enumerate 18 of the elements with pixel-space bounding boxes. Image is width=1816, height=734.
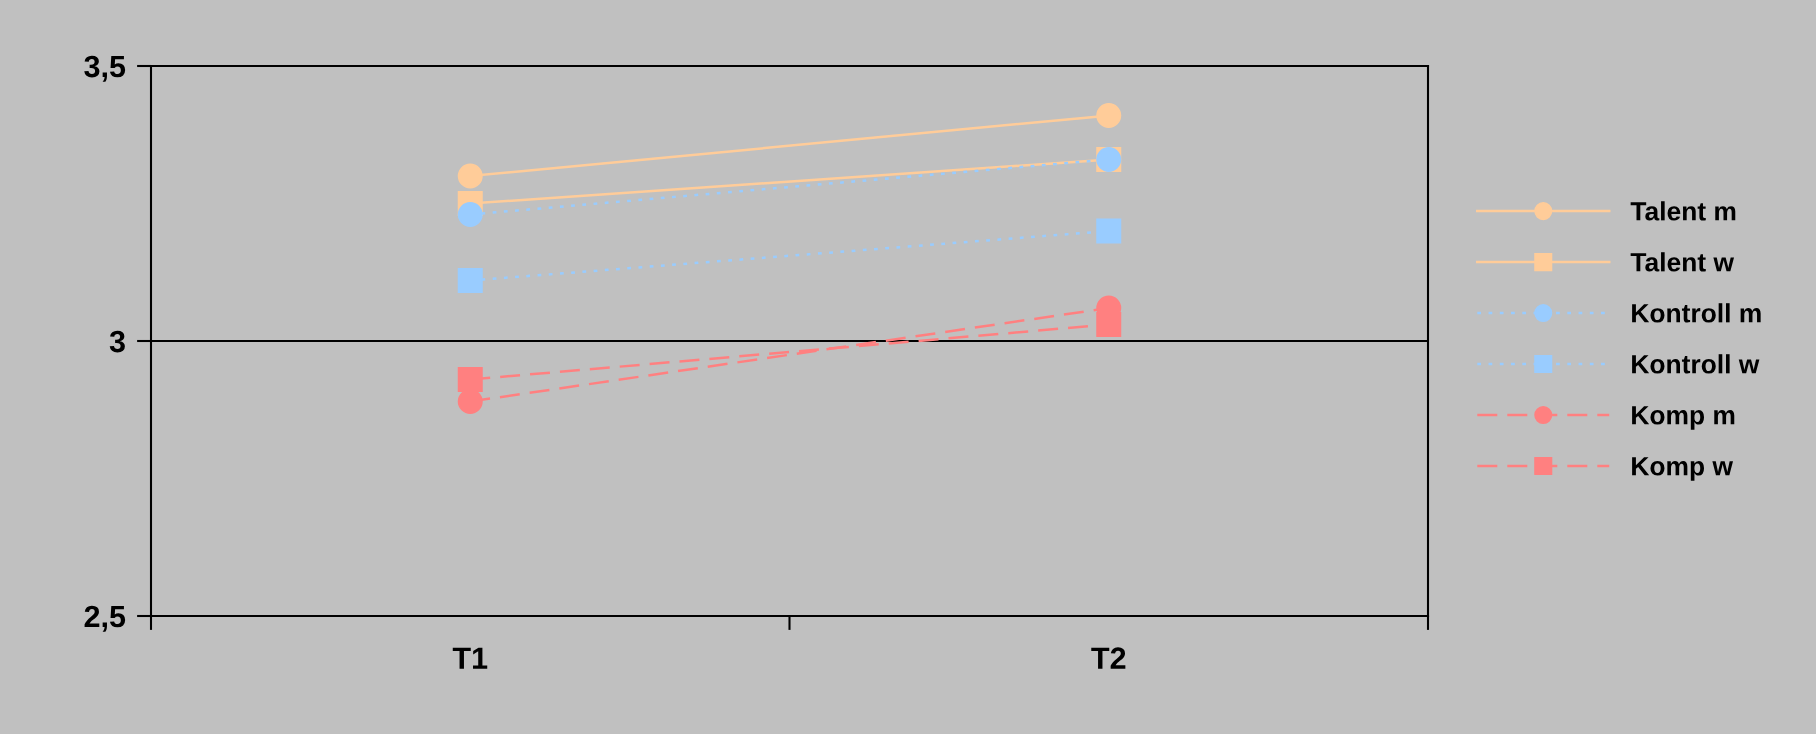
point bbox=[1096, 102, 1122, 129]
x-tick-label: T2 bbox=[1091, 647, 1126, 669]
legend-label: Kontroll w bbox=[1632, 354, 1760, 374]
x-tick-label: T1 bbox=[452, 647, 488, 669]
y-tick-label: 3,5 bbox=[84, 55, 126, 82]
legend-label: Talent w bbox=[1630, 252, 1735, 272]
point bbox=[457, 366, 483, 393]
y-tick-label: 3 bbox=[109, 330, 125, 353]
point bbox=[457, 267, 483, 294]
legend-label: Komp w bbox=[1632, 457, 1734, 481]
point bbox=[457, 163, 483, 189]
legend-label: Komp m bbox=[1632, 406, 1735, 430]
point bbox=[457, 201, 483, 228]
legend-label: Kontroll m bbox=[1632, 303, 1761, 323]
point bbox=[1096, 218, 1122, 244]
point bbox=[1096, 311, 1122, 338]
legend-label: Talent m bbox=[1630, 201, 1736, 221]
y-tick-label: 2,5 bbox=[84, 605, 126, 632]
